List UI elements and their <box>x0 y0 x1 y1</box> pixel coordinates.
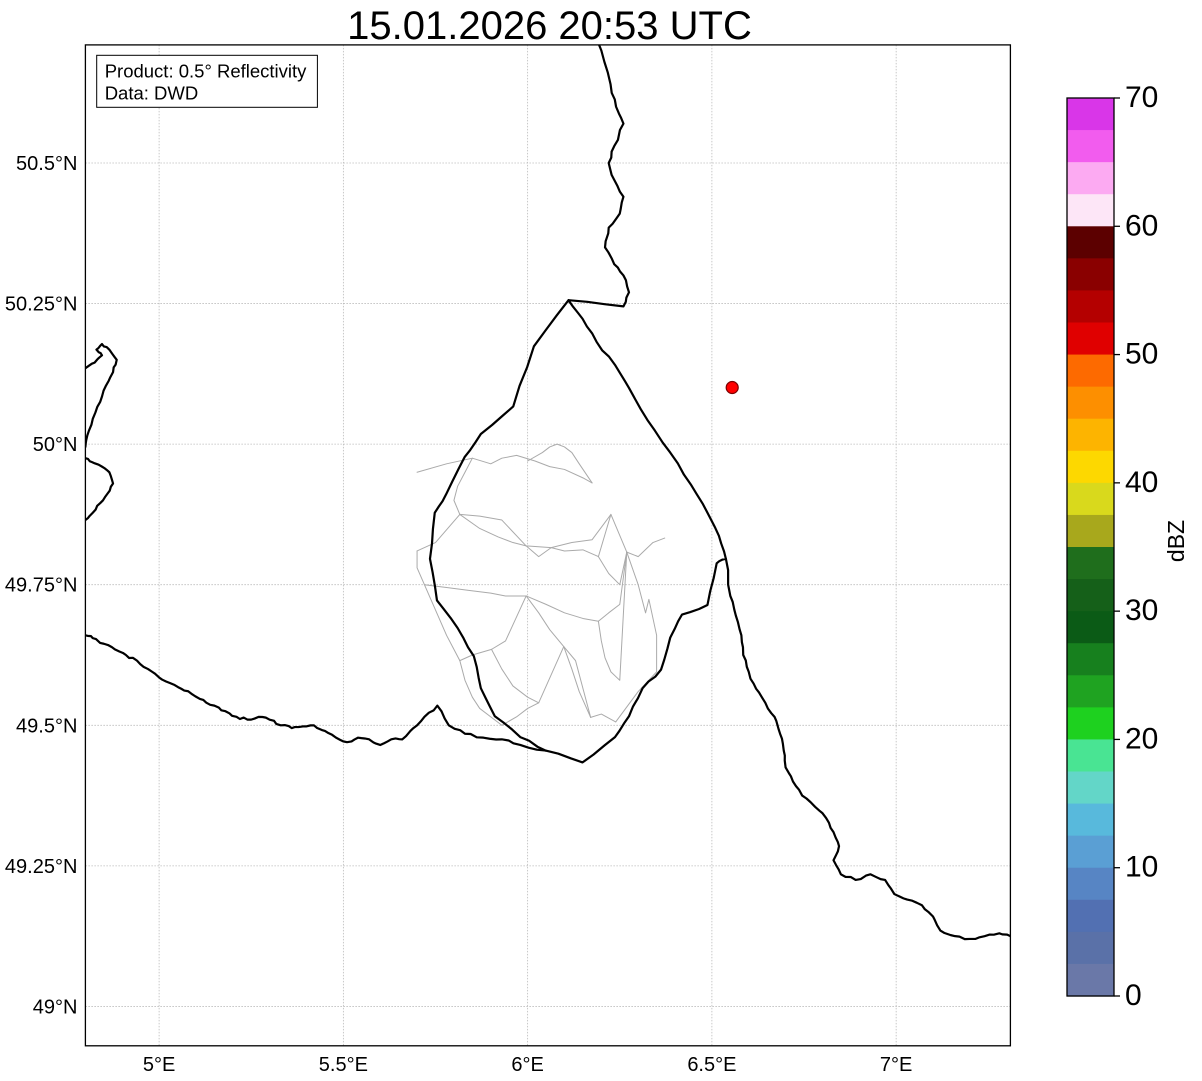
svg-text:50.25°N: 50.25°N <box>5 294 78 316</box>
svg-text:Data: DWD: Data: DWD <box>105 82 199 103</box>
svg-text:6°E: 6°E <box>511 1054 543 1076</box>
svg-text:7°E: 7°E <box>880 1054 912 1076</box>
svg-text:49.5°N: 49.5°N <box>16 715 77 737</box>
svg-text:30: 30 <box>1125 594 1158 627</box>
svg-text:dBZ: dBZ <box>1163 520 1189 562</box>
svg-text:49.25°N: 49.25°N <box>5 856 78 878</box>
svg-text:60: 60 <box>1125 209 1158 242</box>
svg-text:49.75°N: 49.75°N <box>5 575 78 597</box>
svg-text:6.5°E: 6.5°E <box>687 1054 736 1076</box>
svg-text:0: 0 <box>1125 979 1142 1012</box>
svg-text:50: 50 <box>1125 338 1158 371</box>
svg-text:20: 20 <box>1125 722 1158 755</box>
svg-text:Product: 0.5° Reflectivity: Product: 0.5° Reflectivity <box>105 60 307 81</box>
svg-text:10: 10 <box>1125 851 1158 884</box>
svg-text:5.5°E: 5.5°E <box>319 1054 368 1076</box>
svg-text:50°N: 50°N <box>33 434 78 456</box>
svg-text:49°N: 49°N <box>33 996 78 1018</box>
svg-text:50.5°N: 50.5°N <box>16 153 77 175</box>
svg-text:5°E: 5°E <box>143 1054 175 1076</box>
svg-text:40: 40 <box>1125 466 1158 499</box>
svg-text:15.01.2026 20:53 UTC: 15.01.2026 20:53 UTC <box>347 4 752 48</box>
svg-text:70: 70 <box>1125 81 1158 114</box>
